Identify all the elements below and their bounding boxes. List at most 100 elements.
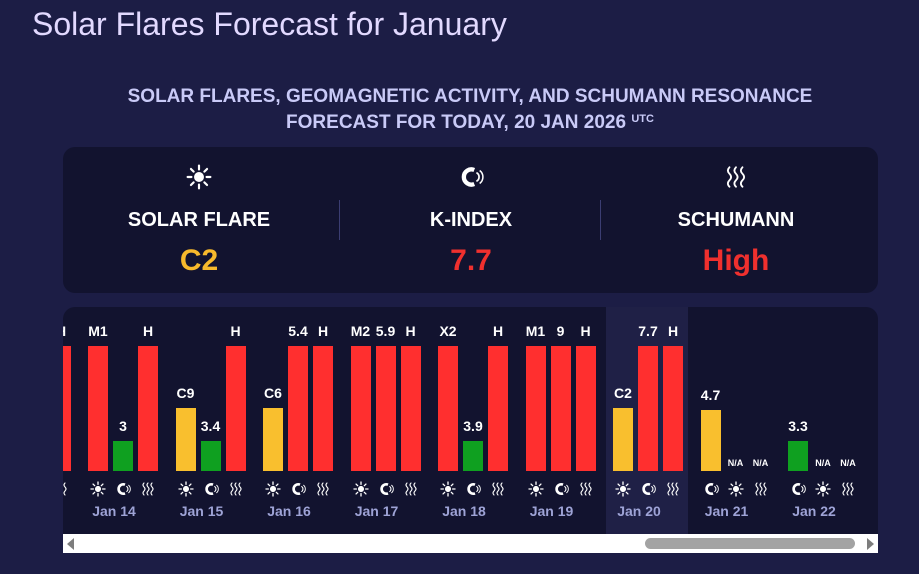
forecast-subtitle: SOLAR FLARES, GEOMAGNETIC ACTIVITY, AND … [90,84,850,136]
bar-value-label: 3.4 [200,418,221,434]
day-date-label: Jan 15 [179,503,224,519]
bar-value-label: 9 [556,323,565,339]
magnet-icon [335,163,607,191]
forecast-bar [638,346,658,471]
bar-value-label: 3 [119,418,127,434]
sun-icon [726,481,746,497]
forecast-bar [488,346,508,471]
bar-value-label: H [492,323,504,339]
forecast-bar [663,346,683,471]
forecast-bar [225,346,246,471]
forecast-bar [263,408,283,471]
waves-icon [226,481,246,497]
today-summary-panel: SOLAR FLARE C2 K-INDEX 7.7 SCHUMANN High [63,147,878,293]
magnet-icon [701,481,721,497]
waves-icon [663,481,683,497]
forecast-bar [700,410,721,471]
bar-value-label: M1 [525,323,546,339]
forecast-bar [113,441,133,471]
summary-label: K-INDEX [429,209,513,231]
waves-icon [401,481,421,497]
forecast-bar [63,346,71,471]
horizontal-scrollbar[interactable] [63,534,878,553]
bar-value-label: H [667,323,679,339]
summary-value: High [702,244,770,277]
waves-icon [838,481,858,497]
bar-value-label: H [63,323,81,339]
forecast-bar [613,408,633,471]
subtitle-date: FORECAST FOR TODAY, 20 JAN 2026 [286,112,627,133]
magnet-icon [288,481,308,497]
summary-divider [339,200,340,240]
forecast-bar [575,346,596,471]
summary-value: C2 [179,244,219,277]
magnet-icon [638,481,658,497]
bar-value-label: 3.9 [463,418,483,434]
page-title: Solar Flares Forecast for January [32,6,507,42]
scroll-left-arrow-icon[interactable] [67,538,74,550]
waves-icon [138,481,158,497]
bar-value-label: H [405,323,416,339]
sun-icon [526,481,546,497]
forecast-bar [88,346,108,471]
bar-value-label: X2 [439,323,457,339]
day-date-label: Jan 14 [92,503,136,519]
summary-value: 7.7 [450,244,492,277]
bar-value-label: M1 [88,323,108,339]
waves-icon [313,481,333,497]
waves-icon [751,481,771,497]
bar-value-label: 5.4 [288,323,308,339]
sun-icon [438,481,458,497]
magnet-icon [463,481,483,497]
scroll-right-arrow-icon[interactable] [867,538,874,550]
bar-value-label: N/A [840,458,856,468]
waves-icon [488,481,508,497]
magnet-icon [551,481,571,497]
day-date-label: Jan 20 [617,503,661,519]
forecast-bar [313,346,333,471]
scrollbar-thumb[interactable] [645,538,855,549]
summary-solar-flare: SOLAR FLARE C2 [63,147,335,293]
subtitle-line-1: SOLAR FLARES, GEOMAGNETIC ACTIVITY, AND … [127,86,813,107]
summary-schumann: SCHUMANN High [600,147,872,293]
day-date-label: Jan 16 [267,503,311,519]
forecast-bar [200,441,221,471]
waves-icon [600,163,872,191]
bar-value-label: 5.9 [375,323,396,339]
daily-forecast-timeline[interactable]: H M1 3 H Jan 14 C9 3.4 H Jan 15 C6 5.4 H Jan 16 M25.9… [63,307,878,534]
forecast-bar [400,346,421,471]
sun-icon [351,481,371,497]
sun-icon [63,163,335,191]
bar-value-label: H [580,323,591,339]
forecast-bar [438,346,458,471]
sun-icon [88,481,108,497]
bar-value-label: C2 [614,385,632,401]
waves-icon [576,481,596,497]
sun-icon [176,481,196,497]
magnet-icon [113,481,133,497]
magnet-icon [376,481,396,497]
summary-label: SOLAR FLARE [127,209,271,231]
forecast-bar [525,346,546,471]
forecast-bar [788,441,808,471]
bar-value-label: 3.3 [788,418,808,434]
bar-value-label: C9 [176,385,195,401]
sun-icon [613,481,633,497]
sun-icon [813,481,833,497]
magnet-icon [201,481,221,497]
day-date-label: Jan 17 [354,503,399,519]
bar-value-label: 7.7 [638,323,658,339]
bar-value-label: 4.7 [700,387,721,403]
forecast-bar [463,441,483,471]
bar-value-label: H [317,323,329,339]
sun-icon [263,481,283,497]
forecast-bar [550,346,571,471]
bar-value-label: M2 [350,323,371,339]
bar-value-label: C6 [264,385,282,401]
day-date-label: Jan 19 [529,503,574,519]
bar-value-label: N/A [752,458,769,468]
bar-value-label: N/A [815,458,831,468]
subtitle-line-2: FORECAST FOR TODAY, 20 JAN 2026 UTC [90,110,850,136]
day-date-label: Jan 18 [442,503,486,519]
forecast-bar [375,346,396,471]
